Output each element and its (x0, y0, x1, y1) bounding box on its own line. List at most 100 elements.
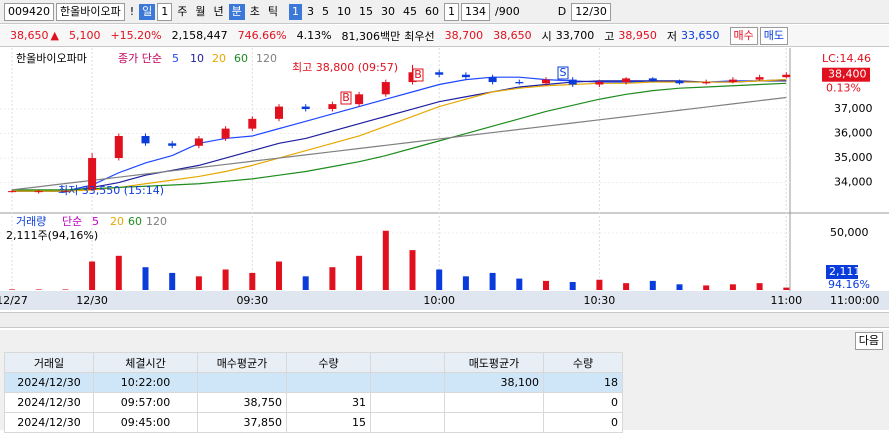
candle-body (435, 72, 444, 75)
amount: 81,306백만 (341, 29, 401, 43)
next-button[interactable]: 다음 (854, 332, 883, 350)
table-cell: 31 (286, 392, 371, 413)
ma-line (11, 96, 787, 191)
period-button[interactable]: 일 (139, 3, 156, 20)
sell-button[interactable]: 매도 (759, 26, 789, 45)
candle-body (328, 104, 337, 110)
interval-button[interactable]: 5 (322, 4, 330, 18)
low: 33,650 (681, 29, 720, 42)
table-cell: 18 (543, 372, 623, 393)
open-label: 시 (541, 29, 552, 43)
volume-rate: 746.66% (237, 29, 287, 42)
trade-marker-box (412, 68, 424, 82)
volume-bar (302, 276, 309, 290)
volume-bar (142, 267, 149, 290)
table-cell (444, 392, 544, 413)
chart-bg (0, 48, 889, 310)
table-cell: 38,100 (444, 372, 544, 393)
x-axis-bg (0, 291, 889, 310)
volume-bar (249, 272, 256, 290)
y-tick-label: 34,000 (834, 176, 873, 189)
legend-entry: 10 (190, 52, 204, 65)
volume-bar (489, 272, 496, 290)
count-input[interactable]: 134 (461, 2, 491, 21)
x-tick-label: 10:30 (584, 294, 616, 307)
volume-bar (62, 289, 69, 290)
table-cell: 15 (286, 412, 371, 433)
ask: 38,700 (444, 29, 484, 42)
last-price: 38,400 (828, 68, 867, 81)
price: 38,650 (10, 29, 49, 42)
scrollbar[interactable] (0, 312, 889, 328)
candle-body (34, 191, 43, 193)
y-tick-label: 50,000 (830, 226, 869, 239)
volume-bar (436, 269, 443, 290)
volume-subtitle: 2,111주(94,16%) (6, 229, 98, 242)
volume-bar (543, 280, 549, 290)
table-cell: 2024/12/30 (4, 412, 94, 433)
buy-button[interactable]: 매수 (729, 26, 758, 45)
candle-body (221, 128, 230, 139)
legend-entry: 5 (92, 215, 99, 228)
candle-body (275, 106, 283, 119)
high: 38,950 (618, 29, 657, 42)
candle-body (248, 118, 257, 129)
interval-button[interactable]: 3 (307, 4, 315, 18)
table-cell (286, 372, 371, 393)
period-button[interactable]: 월 (195, 4, 206, 18)
volume-bar (169, 272, 176, 290)
table-cell: 2024/12/30 (4, 392, 94, 413)
period-button[interactable]: 초 (249, 4, 260, 18)
period-button[interactable]: 주 (177, 4, 188, 18)
table-cell (370, 372, 445, 393)
volume-bar (115, 255, 122, 290)
interval-button[interactable]: 15 (359, 4, 374, 18)
trade-table: 거래일 체결시간 매수평균가 수량 매도평균가 수량 2024/12/30 10:22:00 3… (4, 352, 623, 433)
x-tick-label: 12/27 (0, 294, 28, 307)
volume-bar (783, 287, 790, 290)
candle-body (168, 143, 177, 146)
interval-button[interactable]: 30 (381, 4, 396, 18)
volume-bar (9, 289, 15, 290)
trade-marker-box (557, 66, 569, 80)
candle-body (194, 138, 203, 146)
table-body: 2024/12/30 10:22:00 38,100 18 2024/12/30 09:5… (4, 372, 623, 433)
change: 5,100 (68, 29, 101, 42)
table-row[interactable]: 2024/12/30 10:22:00 38,100 18 (4, 372, 623, 393)
low-label: 저 (666, 29, 678, 43)
unit-input[interactable]: 1 (444, 2, 460, 21)
period-button[interactable]: 틱 (267, 4, 279, 18)
interval-button[interactable]: 60 (425, 4, 440, 18)
candle-body (782, 74, 791, 78)
column-header: 거래일 (4, 352, 94, 373)
table-cell: 2024/12/30 (4, 372, 94, 393)
interval-group: 1 3 5 10 15 30 45 60 (289, 3, 442, 20)
legend-title: 종가 단순 (118, 52, 162, 65)
bid: 38,650 (493, 29, 532, 42)
date-input[interactable]: 12/30 (571, 2, 611, 21)
volume-bar (516, 278, 523, 290)
period-button[interactable]: 년 (213, 4, 224, 18)
stock-name[interactable]: 한올바이오파 (56, 2, 125, 21)
ma-line (12, 80, 787, 192)
code-input[interactable]: 009420 (4, 2, 54, 21)
table-row[interactable]: 2024/12/30 09:57:00 38,750 31 0 (4, 392, 623, 413)
candle-body (488, 77, 497, 83)
interval-button[interactable]: 1 (289, 3, 303, 20)
volume-bar (676, 284, 683, 290)
period-button[interactable]: 분 (228, 3, 245, 20)
turnover: 4.13% (296, 29, 332, 42)
legend-entry: 20 (212, 52, 226, 65)
candle-body (515, 82, 524, 84)
candle-body (461, 74, 470, 78)
interval-button[interactable]: 10 (337, 4, 352, 18)
candle-body (755, 77, 764, 80)
last-price-box (822, 67, 870, 82)
volume-legend-title: 단순 (62, 215, 82, 228)
interval-button[interactable]: 45 (403, 4, 418, 18)
alert-button[interactable]: ! (129, 4, 135, 18)
candle-body (702, 82, 711, 84)
candle-body (88, 158, 97, 190)
period-count[interactable]: 1 (157, 2, 173, 21)
legend-entry: 120 (146, 215, 167, 228)
